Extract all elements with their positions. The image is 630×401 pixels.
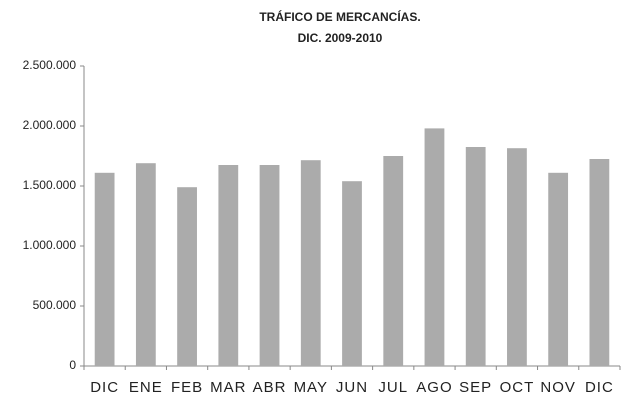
x-tick-label: AGO <box>416 379 452 396</box>
y-tick-label: 1.500.000 <box>23 178 77 192</box>
y-tick-label: 2.000.000 <box>23 118 77 132</box>
bar <box>383 156 404 366</box>
bar <box>465 147 486 366</box>
x-tick-label: OCT <box>500 379 535 396</box>
y-tick-label: 2.500.000 <box>23 58 77 72</box>
chart-title: TRÁFICO DE MERCANCÍAS. <box>259 9 420 24</box>
bar <box>259 165 280 366</box>
bar <box>589 159 610 366</box>
x-tick-label: ENE <box>129 379 163 396</box>
bar <box>94 172 115 366</box>
bar <box>177 187 197 366</box>
y-tick-label: 1.000.000 <box>23 238 77 252</box>
bar <box>548 172 569 366</box>
x-tick-label: SEP <box>459 379 492 396</box>
chart-subtitle: DIC. 2009-2010 <box>298 31 383 45</box>
bar <box>300 160 321 366</box>
x-tick-label: NOV <box>540 379 576 396</box>
x-tick-label: DIC <box>90 379 119 396</box>
x-tick-label: DIC <box>585 379 614 396</box>
x-tick-label: FEB <box>171 379 203 396</box>
y-tick-label: 500.000 <box>33 298 77 312</box>
y-tick-label: 0 <box>69 358 76 372</box>
x-tick-label: MAY <box>294 379 328 396</box>
bar <box>424 128 445 366</box>
x-tick-label: ABR <box>253 379 287 396</box>
bar <box>342 181 362 366</box>
x-tick-label: MAR <box>210 379 246 396</box>
x-tick-label: JUN <box>336 379 368 396</box>
bar <box>507 148 527 366</box>
x-tick-label: JUL <box>378 379 408 396</box>
bar <box>218 165 239 366</box>
bar <box>135 163 156 366</box>
